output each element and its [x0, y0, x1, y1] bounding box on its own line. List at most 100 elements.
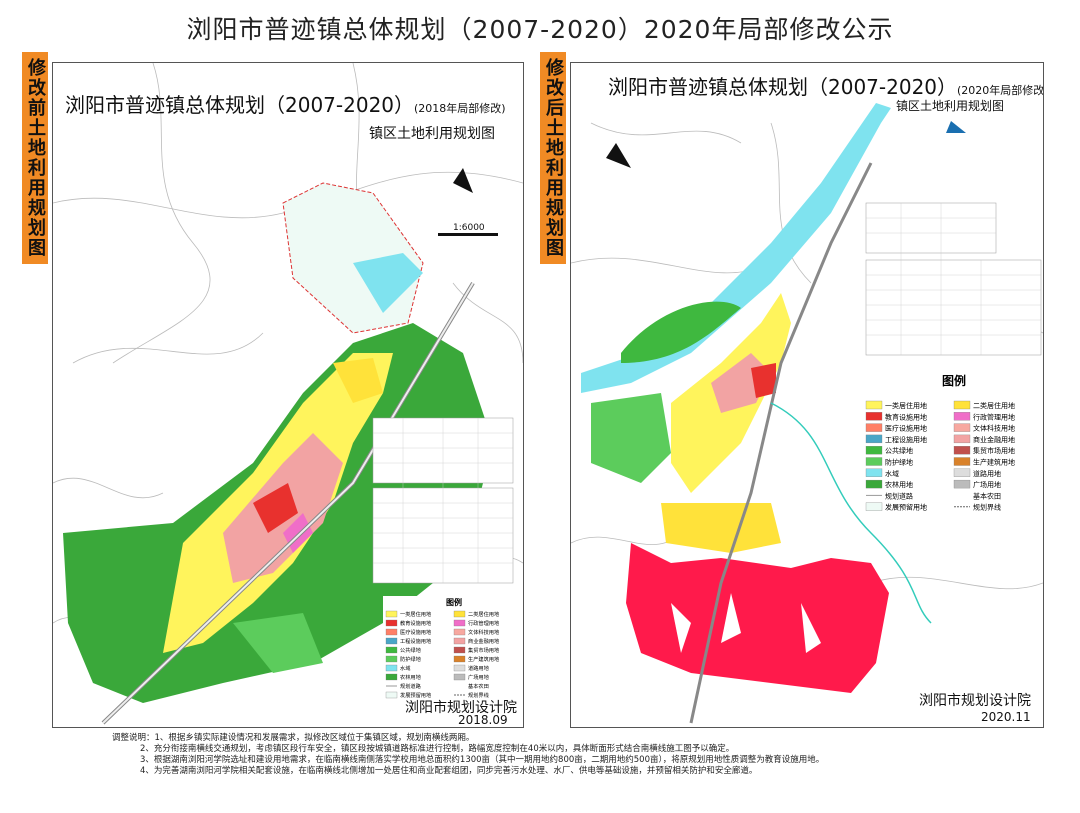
legend-label: 二类居住用地: [468, 610, 499, 618]
legend-label: 集贸市场用地: [973, 446, 1015, 455]
legend-label: 规划道路: [885, 491, 913, 500]
legend-label: 道路用地: [973, 469, 1001, 478]
note-line: 2、充分衔接南横线交通规划，考虑镇区段行车安全，镇区段按城镇道路标准进行控制，路…: [140, 744, 735, 754]
legend-label: 广场用地: [973, 480, 1001, 489]
page-title: 浏阳市普迹镇总体规划（2007-2020）2020年局部修改公示: [186, 15, 894, 44]
legend-title: 图例: [942, 373, 966, 388]
legend-swatch: [865, 400, 883, 410]
legend-label: 公共绿地: [885, 446, 913, 455]
note-line: 3、根据湖南浏阳河学院选址和建设用地需求，在临南横线南侧落实学校用地总面积约13…: [140, 755, 825, 765]
legend-label: 农林用地: [400, 673, 421, 681]
legend-swatch: [953, 423, 971, 432]
map-panel: 图例一类居住用地 二类居住用地教育设施用地 行政管理用地医疗设施用地 文体科技用地工程…: [570, 62, 1044, 728]
legend-swatch: [953, 400, 971, 410]
legend-label: 医疗设施用地: [885, 424, 927, 433]
legend-label: 商业金融用地: [468, 637, 499, 645]
map-title-text: 浏阳市普迹镇总体规划（2007-2020）: [65, 93, 415, 117]
notes: 调整说明：1、根据乡镇实际建设情况和发展需求，拟修改区域位于集镇区域，规划南横线…: [112, 733, 1062, 777]
legend-swatch: [865, 446, 883, 455]
legend-label: 基本农田: [973, 491, 1001, 500]
legend-label: 商业金融用地: [973, 435, 1015, 444]
legend-swatch: [953, 412, 971, 421]
legend-label: 农林用地: [885, 480, 913, 489]
side-label: 修改后土地利用规划图: [540, 52, 566, 264]
legend-swatch: [385, 628, 398, 636]
legend-label: 规划界线: [468, 691, 489, 699]
legend-swatch: [953, 479, 971, 489]
legend-label: 水域: [885, 469, 899, 478]
legend-title: 图例: [446, 597, 462, 607]
date: 2018.09: [458, 713, 508, 727]
legend-swatch: [865, 434, 883, 444]
legend-label: 防护绿地: [885, 458, 913, 467]
legend-label: 生产建筑用地: [468, 655, 499, 663]
legend-swatch: [385, 655, 398, 663]
legend-swatch: [865, 468, 883, 477]
map-panel: 图例一类居住用地 二类居住用地教育设施用地 行政管理用地医疗设施用地 文体科技用地工程…: [52, 62, 524, 728]
legend-swatch: [953, 468, 971, 477]
map-title: 浏阳市普迹镇总体规划（2007-2020）(2020年局部修改): [608, 71, 1044, 100]
note-line: 4、为完善湖南浏阳河学院相关配套设施，在临南横线北侧增加一处居住和商业配套组团，…: [140, 766, 758, 776]
legend-swatch: [385, 646, 398, 654]
map-title: 浏阳市普迹镇总体规划（2007-2020）(2018年局部修改): [65, 89, 506, 118]
legend-label: 教育设施用地: [885, 412, 927, 421]
legend-swatch: [865, 502, 883, 511]
note-line: 调整说明：1、根据乡镇实际建设情况和发展需求，拟修改区域位于集镇区域，规划南横线…: [112, 733, 475, 743]
legend-swatch: [453, 610, 466, 618]
legend-label: 发展预留用地: [400, 691, 431, 699]
legend-swatch: [453, 646, 466, 654]
legend-label: 规划道路: [400, 682, 422, 690]
legend-label: 水域: [400, 664, 410, 672]
legend-label: 防护绿地: [400, 655, 421, 663]
legend-label: 工程设施用地: [885, 435, 927, 444]
map-title-note: (2020年局部修改): [957, 84, 1044, 97]
legend-swatch: [453, 637, 466, 645]
legend-swatch: [953, 434, 971, 444]
legend-label: 一类居住用地: [400, 610, 431, 618]
scale: 1:6000: [453, 223, 485, 233]
legend-swatch: [865, 423, 883, 432]
legend-swatch: [385, 619, 398, 627]
legend-label: 行政管理用地: [973, 412, 1015, 421]
legend-label: 发展预留用地: [885, 503, 927, 512]
institute: 浏阳市规划设计院: [919, 693, 1031, 709]
legend-label: 公共绿地: [400, 646, 421, 654]
legend-label: 基本农田: [468, 682, 489, 690]
legend-swatch: [953, 446, 971, 455]
legend-swatch: [385, 691, 398, 699]
legend-label: 一类居住用地: [885, 401, 927, 410]
side-label: 修改前土地利用规划图: [22, 52, 48, 264]
legend-label: 二类居住用地: [973, 401, 1015, 410]
legend-swatch: [453, 628, 466, 636]
legend-swatch: [385, 637, 398, 645]
legend-label: 道路用地: [468, 664, 489, 672]
legend-label: 规划界线: [973, 503, 1001, 512]
legend-label: 工程设施用地: [400, 637, 431, 645]
legend-swatch: [385, 673, 398, 681]
legend-swatch: [953, 457, 971, 466]
map-subtitle: 镇区土地利用规划图: [896, 99, 1005, 113]
legend-swatch: [453, 673, 466, 681]
legend-label: 广场用地: [468, 673, 489, 681]
legend-label: 教育设施用地: [400, 619, 431, 627]
date: 2020.11: [981, 710, 1031, 724]
legend-swatch: [385, 610, 398, 618]
legend-swatch: [865, 479, 883, 489]
legend-swatch: [865, 457, 883, 466]
legend-swatch: [453, 664, 466, 672]
legend-label: 集贸市场用地: [468, 646, 499, 654]
legend-label: 文体科技用地: [468, 628, 499, 636]
legend-label: 行政管理用地: [468, 619, 499, 627]
institute: 浏阳市规划设计院: [405, 700, 517, 716]
legend-swatch: [453, 619, 466, 627]
legend-label: 文体科技用地: [973, 424, 1015, 433]
legend-label: 医疗设施用地: [400, 628, 431, 636]
map-title-text: 浏阳市普迹镇总体规划（2007-2020）: [608, 75, 958, 99]
legend-swatch: [385, 664, 398, 672]
legend-label: 生产建筑用地: [973, 458, 1015, 467]
legend-swatch: [453, 655, 466, 663]
map-title-note: (2018年局部修改): [414, 102, 506, 115]
